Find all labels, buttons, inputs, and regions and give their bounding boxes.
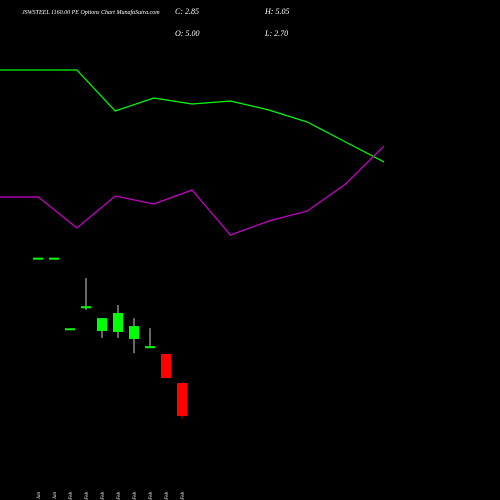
chart-title: JSWSTEEL 1160.00 PE Options Chart Munafa… [22,9,160,16]
x-tick-label: 19 Feb [133,492,138,500]
candle-body [33,257,43,260]
x-tick-label: 20 Feb [149,492,154,500]
ohlc-label: C: 2.85 [175,7,199,16]
candle-body [81,306,91,309]
x-tick-label: 10 Feb [69,492,74,500]
x-tick-label: 24 Feb [165,492,170,500]
candle-body [145,346,155,349]
candle-body [177,383,187,417]
candle-body [49,257,59,260]
candle-body [113,313,123,333]
candle-body [97,318,107,331]
ohlc-label: H: 5.05 [264,7,289,16]
ohlc-label: L: 2.70 [264,29,288,38]
line-series [0,69,385,163]
x-tick-label: 30 Jan [53,492,58,500]
candle-body [161,354,171,378]
candle-body [65,328,75,331]
line-series [0,145,385,236]
x-tick-label: 14 Feb [101,492,106,500]
x-tick-label: 13 Feb [85,492,90,500]
candle-body [129,326,139,339]
x-tick-label: 29 Jan [37,492,42,500]
x-tick-label: 18 Feb [117,492,122,500]
x-tick-label: 25 Feb [181,492,186,500]
ohlc-label: O: 5.00 [175,29,199,38]
